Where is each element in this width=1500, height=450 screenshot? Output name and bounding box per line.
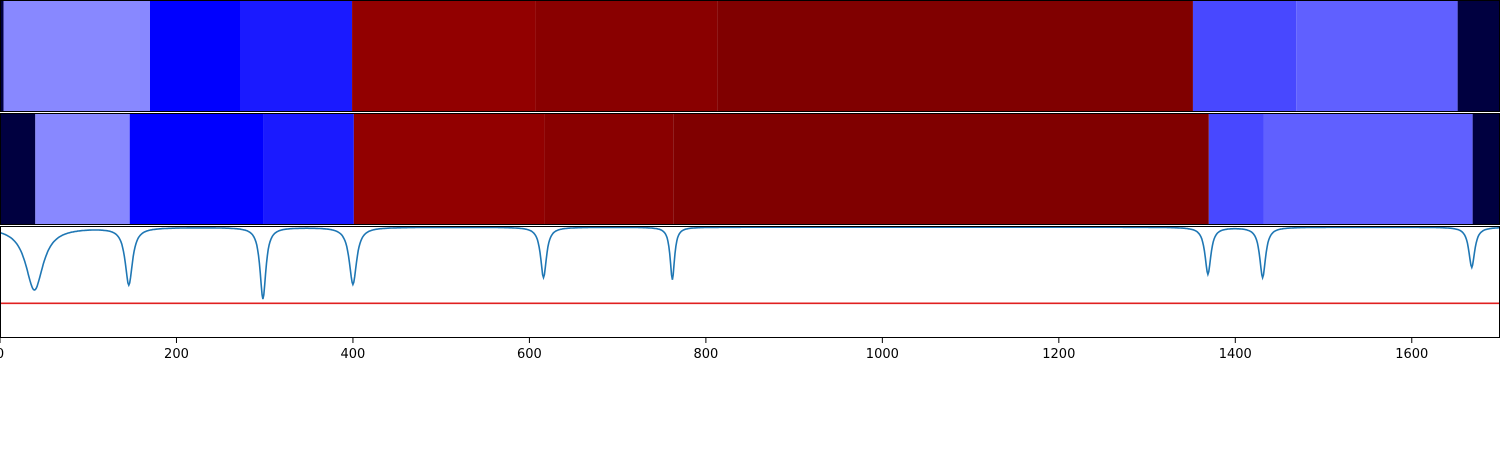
heatmap-segment (1263, 113, 1473, 225)
x-tick-label: 800 (693, 347, 718, 362)
heatmap-segment (673, 113, 1209, 225)
heatmap-segment (129, 113, 264, 225)
x-tick-label: 400 (341, 347, 366, 362)
heatmap-segment (3, 0, 150, 112)
heatmap-segment (544, 113, 674, 225)
heatmap-segment (353, 113, 545, 225)
x-tick-label: 0 (0, 347, 4, 362)
x-tick-label: 1400 (1219, 347, 1252, 362)
heatmap-segment (0, 0, 4, 112)
heatmap-segment (35, 113, 130, 225)
heatmap-segment (535, 0, 718, 112)
signal-line (0, 226, 1500, 300)
heatmap-segment (1192, 0, 1297, 112)
heatmap-segment (150, 0, 241, 112)
heatmap-segment (1208, 113, 1264, 225)
x-tick-label: 200 (164, 347, 189, 362)
heatmap-segment (1457, 0, 1500, 112)
heatmap-track-2 (0, 113, 1500, 225)
heatmap-segment (1296, 0, 1458, 112)
heatmap-segment (352, 0, 536, 112)
x-tick-label: 1200 (1042, 347, 1075, 362)
x-tick-label: 1600 (1395, 347, 1428, 362)
x-axis: 0 200 400 600 800 1000 1200 1400 1600 (0, 338, 1428, 362)
heatmap-segment (1472, 113, 1500, 225)
x-tick-label: 600 (517, 347, 542, 362)
signal-panel (0, 226, 1500, 338)
heatmap-segment (717, 0, 1193, 112)
heatmap-track-1 (0, 0, 1500, 112)
heatmap-segment (0, 113, 36, 225)
heatmap-segment (240, 0, 353, 112)
plot-background (0, 226, 1500, 338)
x-tick-label: 1000 (866, 347, 899, 362)
heatmap-segment (263, 113, 354, 225)
